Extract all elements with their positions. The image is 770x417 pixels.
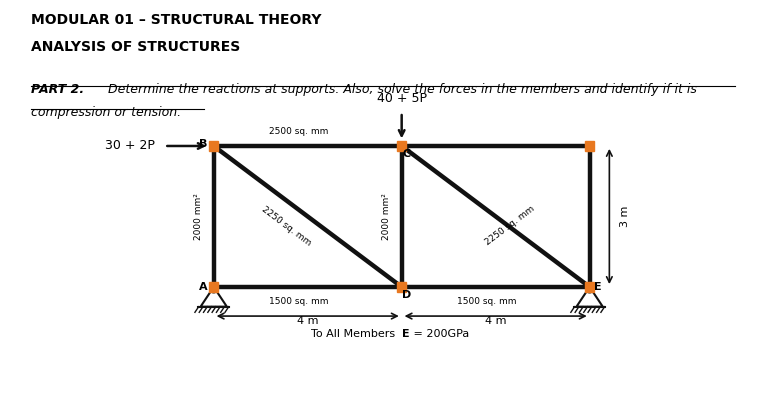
Text: A: A <box>199 282 208 292</box>
Circle shape <box>586 285 594 293</box>
Text: D: D <box>402 290 411 300</box>
Text: ANALYSIS OF STRUCTURES: ANALYSIS OF STRUCTURES <box>31 40 240 54</box>
FancyBboxPatch shape <box>209 141 219 151</box>
FancyBboxPatch shape <box>397 282 407 291</box>
Text: E: E <box>402 329 410 339</box>
Polygon shape <box>200 287 227 306</box>
Text: C: C <box>402 149 410 159</box>
Text: 2000 mm²: 2000 mm² <box>194 193 203 240</box>
Polygon shape <box>577 287 603 306</box>
Circle shape <box>209 285 218 293</box>
Text: MODULAR 01 – STRUCTURAL THEORY: MODULAR 01 – STRUCTURAL THEORY <box>31 13 321 27</box>
Text: compression or tension.: compression or tension. <box>31 106 181 119</box>
Text: 4 m: 4 m <box>485 316 507 326</box>
Text: 1500 sq. mm: 1500 sq. mm <box>269 297 328 306</box>
Text: E: E <box>594 282 602 292</box>
Text: 1500 sq. mm: 1500 sq. mm <box>457 297 516 306</box>
Text: 3 m: 3 m <box>620 206 630 227</box>
Text: = 200GPa: = 200GPa <box>410 329 470 339</box>
Text: To All Members: To All Members <box>310 329 402 339</box>
Text: 30 + 2P: 30 + 2P <box>105 139 155 153</box>
Text: 2000 mm²: 2000 mm² <box>382 193 391 240</box>
Text: 4 m: 4 m <box>297 316 319 326</box>
Text: 2250 sq. mm: 2250 sq. mm <box>484 204 536 247</box>
Text: 2250 sq. mm: 2250 sq. mm <box>260 204 313 247</box>
Text: B: B <box>199 138 208 148</box>
FancyBboxPatch shape <box>397 141 407 151</box>
Text: PART 2.: PART 2. <box>31 83 84 96</box>
Text: 2500 sq. mm: 2500 sq. mm <box>269 127 328 136</box>
Text: Determine the reactions at supports. Also, solve the forces in the members and i: Determine the reactions at supports. Als… <box>104 83 697 96</box>
FancyBboxPatch shape <box>585 141 594 151</box>
FancyBboxPatch shape <box>585 282 594 291</box>
FancyBboxPatch shape <box>209 282 219 291</box>
Text: 40 + 5P: 40 + 5P <box>377 92 427 105</box>
